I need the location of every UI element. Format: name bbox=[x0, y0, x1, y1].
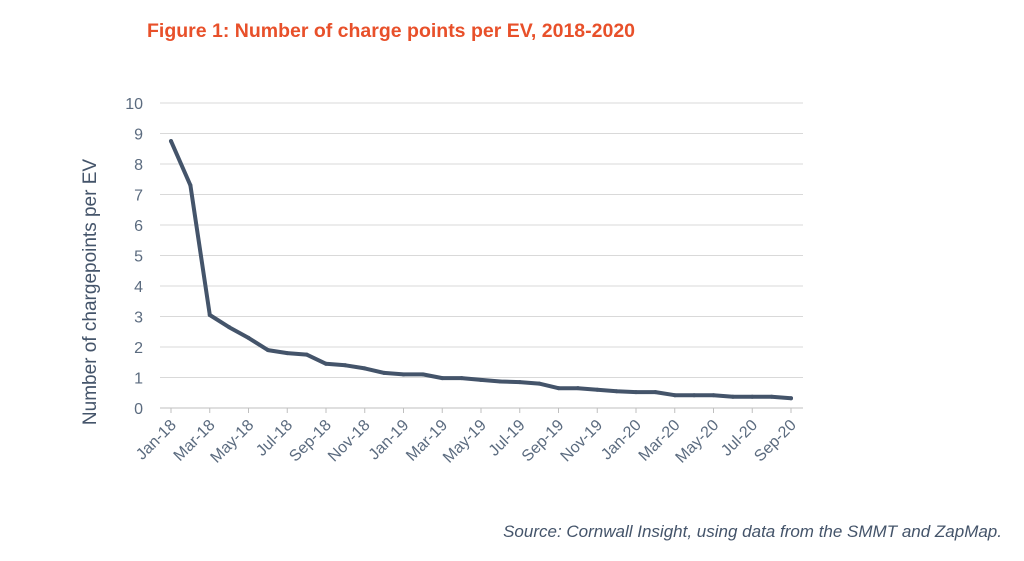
data-point bbox=[595, 387, 600, 392]
x-tick-label: Jan-18 bbox=[133, 417, 180, 464]
data-point bbox=[634, 390, 638, 395]
data-point bbox=[769, 394, 774, 399]
y-tick-label: 7 bbox=[134, 188, 143, 205]
gridlines bbox=[160, 102, 803, 409]
y-tick-label: 10 bbox=[125, 96, 143, 113]
data-point bbox=[672, 393, 677, 398]
data-point bbox=[556, 386, 561, 391]
data-point bbox=[169, 139, 173, 144]
x-tick-label: Jan-20 bbox=[598, 417, 645, 464]
data-point bbox=[730, 394, 735, 399]
data-point bbox=[207, 312, 212, 317]
data-point bbox=[653, 390, 658, 395]
data-point bbox=[692, 393, 697, 398]
y-tick-label: 2 bbox=[134, 340, 143, 357]
data-point bbox=[750, 394, 755, 399]
series-line bbox=[169, 139, 793, 401]
data-point bbox=[246, 335, 251, 340]
data-point bbox=[614, 389, 619, 394]
data-point bbox=[324, 361, 328, 366]
figure-title: Figure 1: Number of charge points per EV… bbox=[147, 20, 636, 42]
data-point bbox=[575, 386, 580, 391]
y-tick-label: 0 bbox=[134, 401, 143, 418]
y-tick-label: 6 bbox=[134, 218, 143, 235]
data-point bbox=[440, 376, 445, 381]
source-note: Source: Cornwall Insight, using data fro… bbox=[503, 522, 1002, 541]
data-point bbox=[265, 348, 270, 353]
y-tick-label: 8 bbox=[134, 157, 143, 174]
data-point bbox=[401, 372, 406, 377]
y-axis-ticks: 0 1 2 3 4 5 6 7 8 9 10 bbox=[125, 96, 143, 418]
y-tick-label: 5 bbox=[134, 249, 143, 266]
y-tick-label: 9 bbox=[134, 127, 143, 144]
y-tick-label: 3 bbox=[134, 310, 143, 327]
data-point bbox=[362, 366, 367, 371]
data-point bbox=[479, 377, 483, 382]
y-axis-label: Number of chargepoints per EV bbox=[80, 159, 101, 425]
x-tick-label: May-18 bbox=[208, 417, 258, 467]
data-point bbox=[285, 351, 290, 356]
x-tick-label: Sep-19 bbox=[519, 417, 568, 466]
y-tick-label: 1 bbox=[134, 371, 143, 388]
data-point bbox=[343, 363, 348, 368]
data-point bbox=[304, 352, 309, 357]
data-point bbox=[517, 380, 522, 385]
data-point bbox=[537, 381, 542, 386]
data-point bbox=[498, 379, 503, 384]
x-tick-label: May-19 bbox=[440, 417, 490, 467]
data-point bbox=[459, 376, 464, 381]
x-tick-label: May-20 bbox=[673, 417, 723, 467]
y-tick-label: 4 bbox=[134, 279, 143, 296]
x-axis-ticks: Jan-18Mar-18May-18Jul-18Sep-18Nov-18Jan-… bbox=[133, 408, 800, 467]
x-tick-label: Sep-18 bbox=[286, 417, 335, 466]
data-point bbox=[227, 325, 232, 330]
x-tick-label: Nov-19 bbox=[558, 417, 607, 466]
series-points bbox=[169, 139, 793, 401]
x-tick-label: Sep-20 bbox=[751, 417, 800, 466]
data-point bbox=[789, 396, 793, 401]
x-tick-label: Jan-19 bbox=[366, 417, 413, 464]
x-tick-label: Nov-18 bbox=[325, 417, 374, 466]
data-point bbox=[188, 183, 193, 188]
data-point bbox=[420, 372, 425, 377]
data-point bbox=[711, 393, 716, 398]
data-point bbox=[382, 370, 387, 375]
